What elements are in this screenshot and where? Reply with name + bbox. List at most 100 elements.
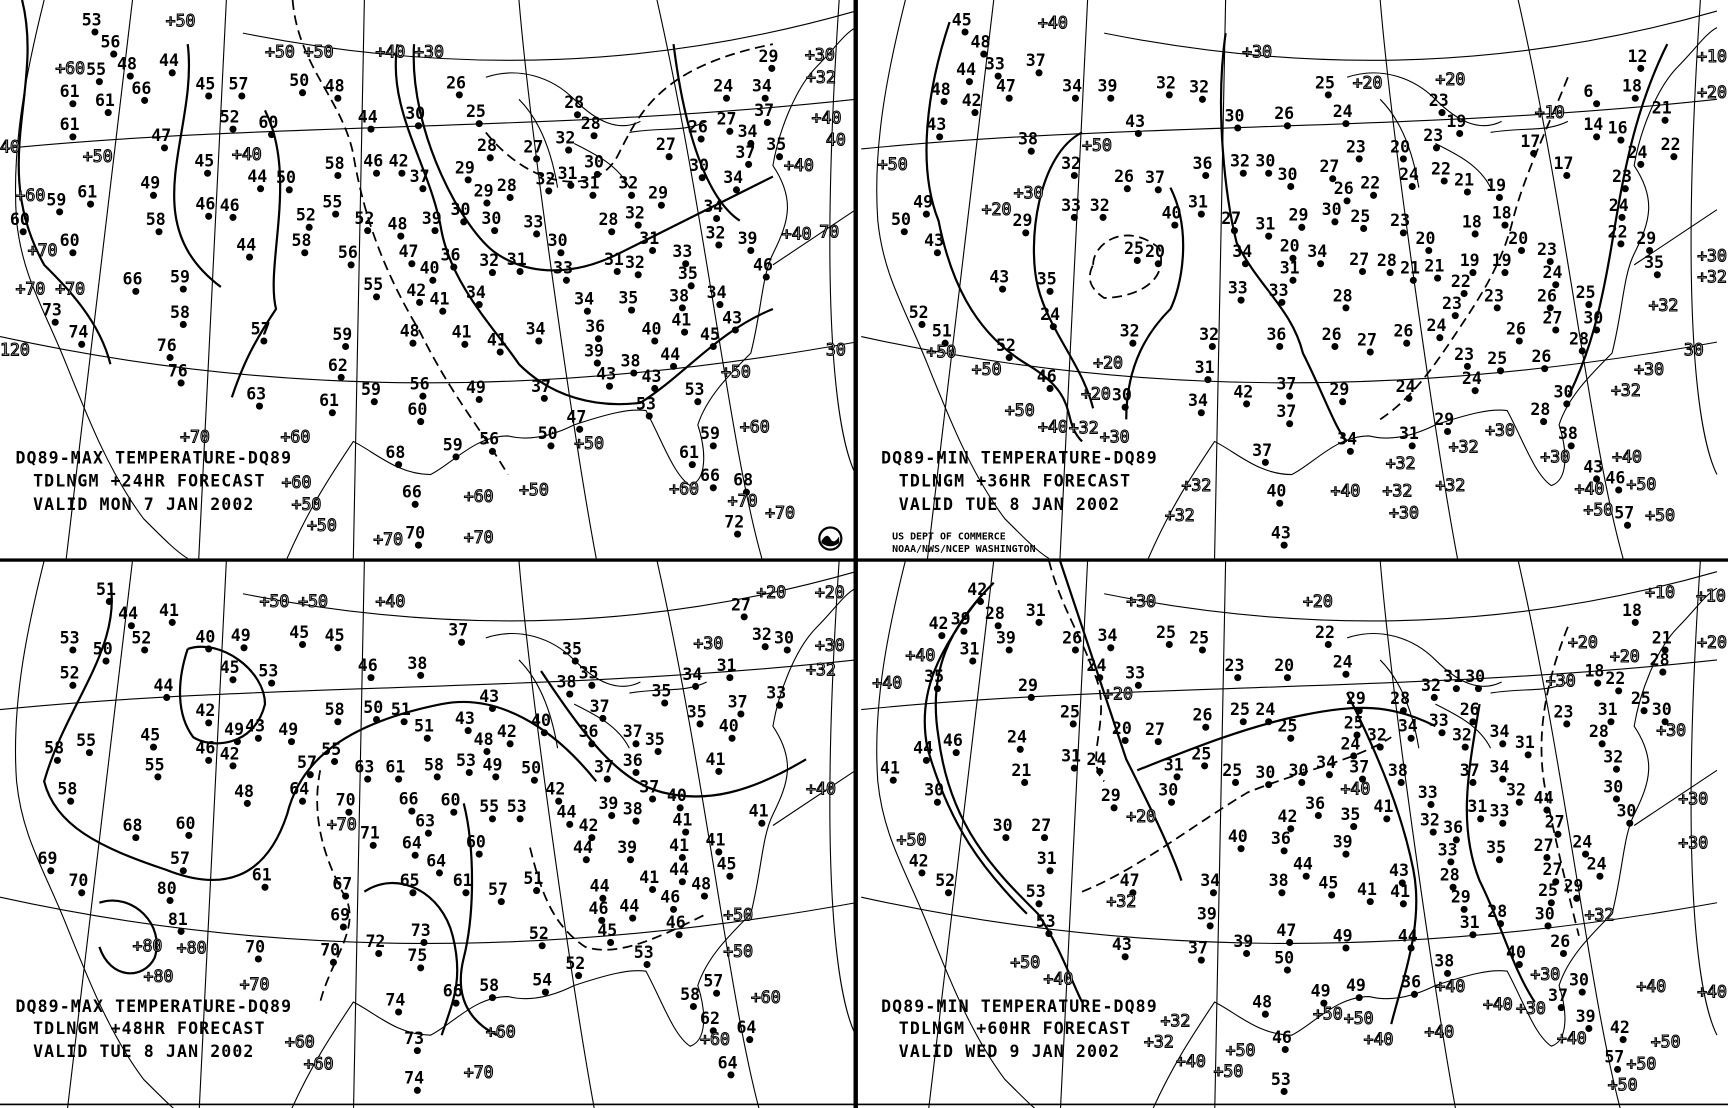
station-value: 28 [1440, 866, 1460, 885]
caption-model: TDLNGM +24HR FORECAST [33, 472, 265, 491]
graticule-line [1379, 0, 1459, 559]
station-value: 35 [618, 288, 638, 307]
station-value: 56 [479, 430, 499, 449]
station-dot [1612, 765, 1621, 773]
station-dot [649, 246, 657, 255]
station-value: 26 [1274, 104, 1294, 123]
station-marker: 20 [1416, 229, 1435, 255]
station-value: 22 [1315, 623, 1335, 642]
station-marker: 31 [558, 164, 578, 189]
station-marker: 30 [1652, 700, 1672, 726]
station-dot [1640, 707, 1648, 715]
station-dot [1637, 160, 1645, 168]
contour-label: +20 [1126, 807, 1156, 826]
station-dot [1045, 930, 1053, 938]
station-value: 20 [1112, 719, 1132, 738]
station-value: 32 [1090, 196, 1110, 215]
station-dot [1593, 100, 1601, 108]
station-value: 21 [1424, 256, 1444, 275]
station-marker: 28 [477, 136, 497, 162]
station-value: 25 [1576, 283, 1596, 302]
bottom-border [0, 1103, 1728, 1106]
station-value: 44 [556, 803, 576, 822]
graticule-label: 40 [0, 137, 20, 156]
station-dot [1197, 210, 1205, 218]
station-value: 34 [1398, 717, 1418, 736]
contour-label: +32 [1106, 892, 1136, 911]
station-value: 60 [10, 210, 30, 229]
station-marker: 47 [1120, 871, 1140, 897]
station-value: 60 [176, 814, 196, 833]
station-marker: 59 [443, 435, 463, 461]
station-value: 48 [691, 874, 711, 893]
station-value: 58 [479, 976, 499, 995]
station-value: 61 [77, 183, 97, 202]
station-marker: 68 [733, 471, 753, 496]
station-value: 21 [1652, 628, 1672, 647]
station-value: 47 [996, 77, 1016, 96]
station-dot [692, 682, 700, 690]
station-dot [488, 269, 496, 277]
station-value: 44 [247, 167, 267, 186]
station-marker: 31 [1188, 192, 1208, 218]
station-value: 43 [1271, 524, 1291, 543]
station-dot [372, 716, 381, 724]
station-value: 48 [325, 77, 345, 96]
station-value: 26 [1322, 325, 1342, 344]
station-value: 47 [151, 126, 171, 145]
station-value: 44 [913, 739, 933, 758]
station-value: 46 [666, 913, 686, 932]
station-marker: 30 [450, 200, 470, 226]
station-marker: 31 [580, 174, 600, 199]
station-dot [179, 320, 187, 328]
contour-label: +60 [740, 418, 770, 437]
station-marker: 30 [1255, 763, 1275, 789]
station-dot [1298, 223, 1306, 231]
station-marker: 46 [666, 913, 686, 939]
station-value: 24 [1572, 833, 1592, 852]
station-marker: 16 [1608, 119, 1628, 144]
station-dot [541, 988, 549, 996]
station-dot [483, 199, 491, 207]
station-marker: 42 [497, 722, 517, 748]
station-dot [1463, 188, 1471, 196]
contour-label: +50 [972, 360, 1002, 379]
station-marker: 30 [1225, 106, 1244, 132]
station-value: 38 [621, 351, 641, 370]
contour-label: +40 [1424, 1022, 1454, 1041]
station-value: 31 [1598, 700, 1618, 719]
station-marker: 19 [1460, 251, 1480, 277]
contour-label: +30 [693, 634, 723, 653]
station-value: 58 [44, 739, 64, 758]
station-dot [398, 169, 406, 177]
station-marker: 53 [636, 394, 656, 420]
station-value: 33 [1269, 281, 1289, 300]
contour-label: +32 [1144, 1032, 1174, 1051]
station-marker: 40 [719, 717, 739, 742]
graticule-label: 30 [1684, 340, 1704, 359]
contour-label: +30 [1540, 447, 1570, 466]
station-marker: 69 [38, 849, 57, 875]
station-value: 36 [623, 751, 643, 770]
station-dot [576, 425, 584, 433]
station-marker: 74 [68, 323, 88, 348]
station-value: 45 [194, 152, 214, 171]
station-value: 29 [1329, 380, 1349, 399]
panel-4-caption: DQ89-MIN TEMPERATURE-DQ89 TDLNGM +60HR F… [881, 997, 1157, 1061]
graticule-line [0, 659, 856, 711]
station-marker: 44 [1398, 926, 1418, 952]
station-value: 45 [952, 10, 972, 29]
contour-label: +40 [1612, 447, 1642, 466]
station-value: 59 [443, 435, 463, 454]
contour-label: +20 [1103, 685, 1133, 704]
station-value: 42 [1610, 1018, 1630, 1037]
station-dot [936, 133, 944, 141]
station-marker: 32 [1189, 78, 1209, 103]
station-dot [783, 646, 791, 654]
isotherm-line [1081, 736, 1392, 893]
caption-title: DQ89-MAX TEMPERATURE-DQ89 [15, 997, 292, 1016]
station-marker: 22 [1315, 623, 1335, 649]
station-dot [141, 96, 149, 104]
